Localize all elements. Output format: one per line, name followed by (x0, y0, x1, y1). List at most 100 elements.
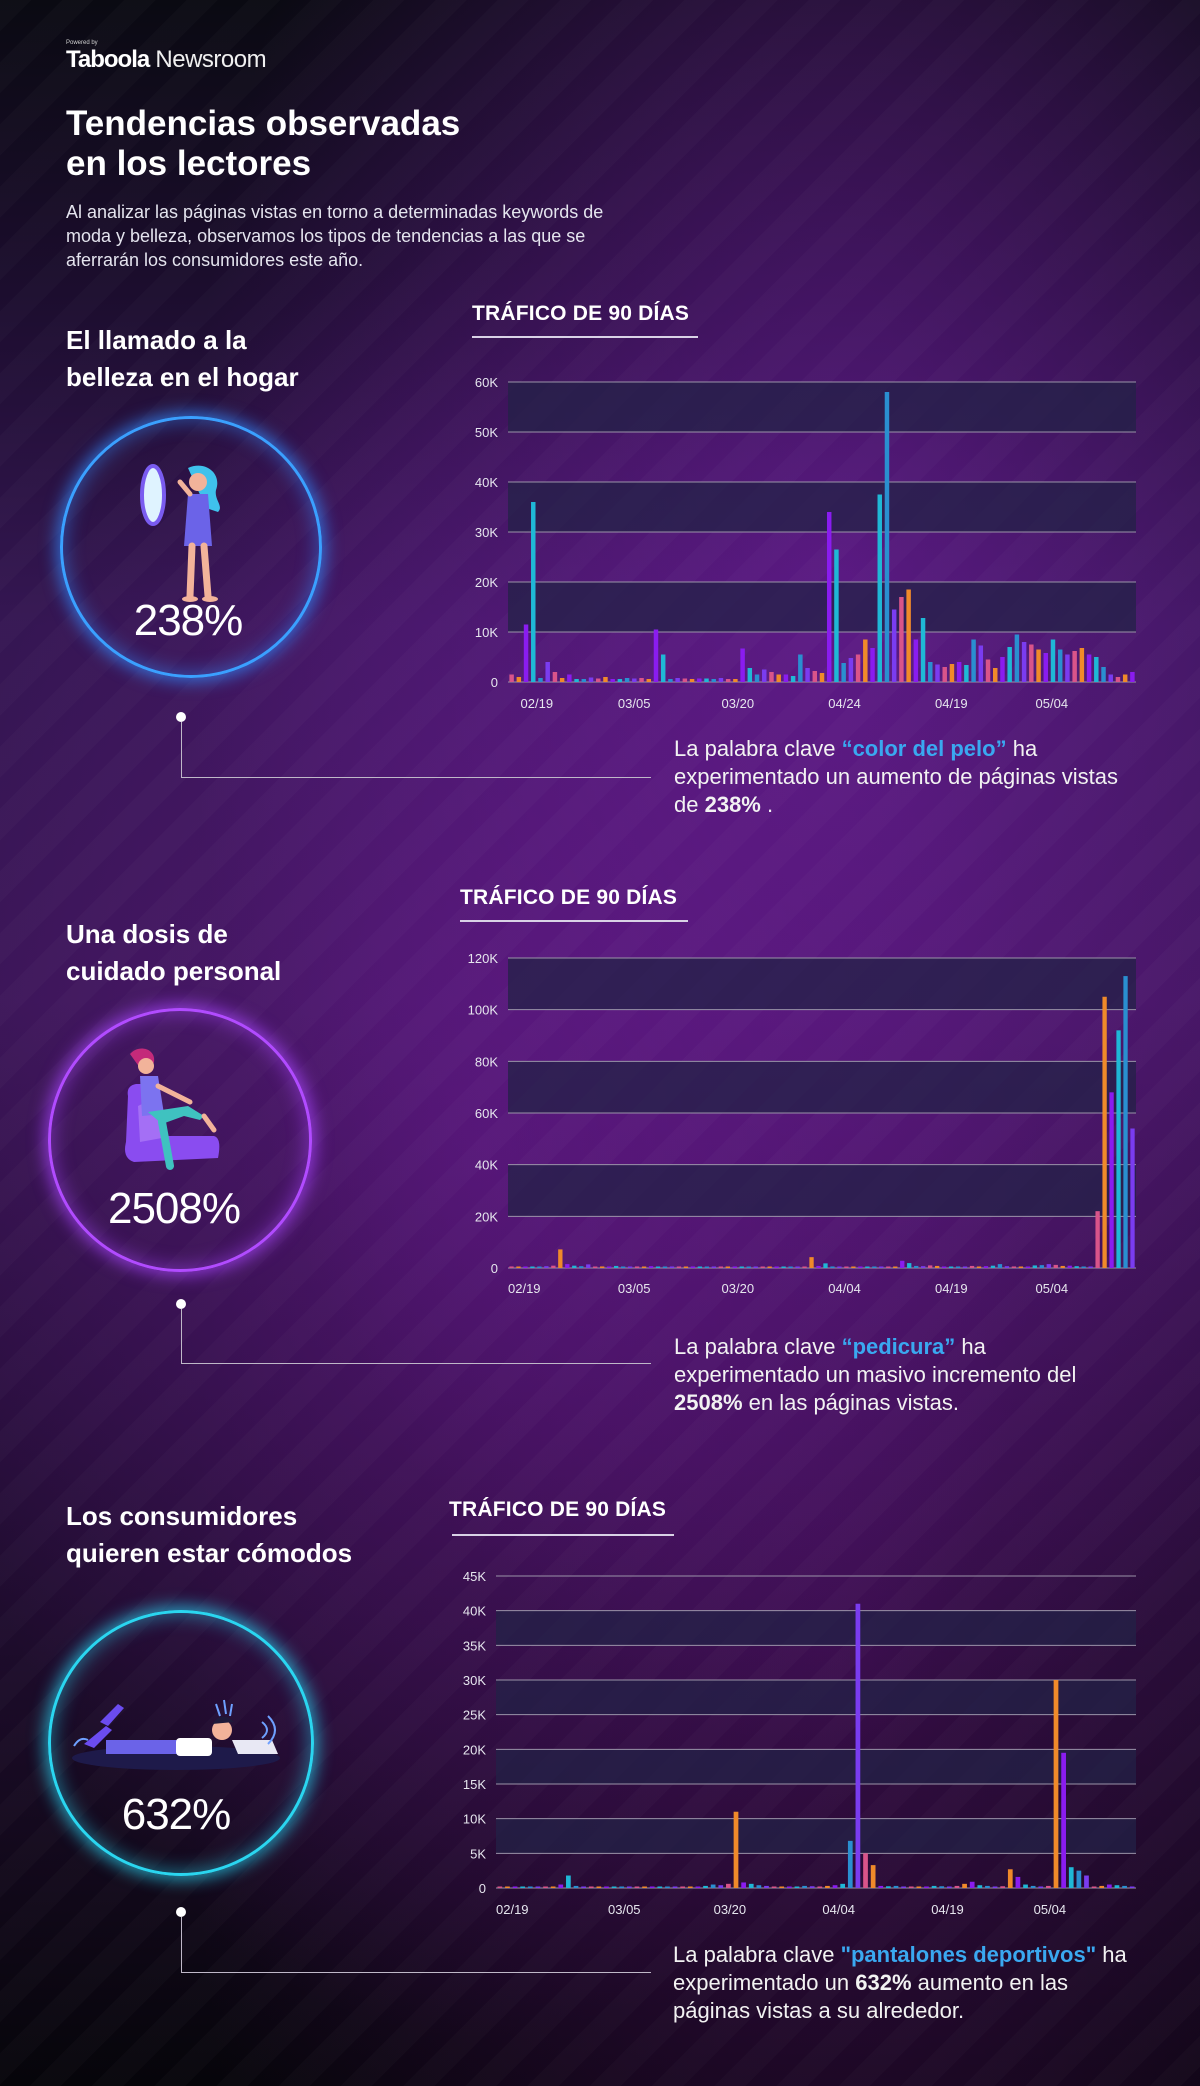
bar (607, 1266, 612, 1268)
section-2-circle (48, 1008, 312, 1272)
x-tick-label: 03/20 (714, 1902, 747, 1917)
bar (662, 1266, 668, 1268)
bar (976, 1266, 982, 1268)
bar (639, 678, 644, 682)
bar (879, 1266, 884, 1268)
bar (626, 1886, 632, 1888)
bar (620, 1266, 626, 1268)
x-tick-label: 03/20 (722, 1281, 755, 1296)
bar (497, 1886, 503, 1888)
section-3-connector-horizontal (181, 1972, 651, 1973)
y-tick-label: 20K (475, 1209, 498, 1224)
bar (1065, 654, 1070, 682)
section-3-desc-middle: ha experimentado un (673, 1942, 1127, 1995)
bar (1068, 1867, 1074, 1888)
y-tick-label: 35K (463, 1638, 486, 1653)
section-3-bar-chart: 0 5K 10K 15K 20K 25K 30K 35K 40K 45K 02/19 03/05 03/… (463, 1569, 1136, 1917)
bar (870, 648, 875, 682)
bar (566, 1875, 571, 1888)
bar (1130, 672, 1135, 682)
bar (985, 1885, 990, 1888)
bar (1081, 1266, 1086, 1268)
x-tick-label: 03/05 (608, 1902, 641, 1917)
bar (798, 654, 803, 682)
bar (552, 672, 558, 682)
bar (747, 668, 753, 682)
bar (1023, 1884, 1028, 1888)
bar (971, 639, 976, 682)
bar (595, 678, 601, 682)
bar (649, 1886, 655, 1888)
bar (704, 1266, 710, 1268)
bar (1018, 1266, 1024, 1268)
bar (565, 1264, 570, 1268)
bar (969, 1881, 975, 1888)
section-1-bar-chart: 0 10K 20K 30K 40K 50K 60K 02/19 03/05 03/20 04/24 0… (475, 375, 1136, 711)
bar (725, 1266, 730, 1268)
y-tick-label: 0 (479, 1881, 486, 1896)
bar (726, 1883, 731, 1888)
bar (1106, 1884, 1112, 1888)
section-2-description: La palabra clave “pedicura” ha experimen… (674, 1333, 1114, 1417)
bar (567, 674, 572, 682)
bar (732, 1266, 737, 1268)
section-1-title-line2: belleza en el hogar (66, 362, 299, 392)
bar (964, 665, 969, 682)
bar (781, 1266, 786, 1268)
section-3-chart-heading: TRÁFICO DE 90 DÍAS (449, 1498, 667, 1521)
bar (1021, 642, 1027, 682)
section-1-connector-dot (176, 712, 186, 722)
bar (530, 1266, 535, 1268)
page-title: Tendencias observadas en los lectores (66, 104, 506, 184)
bar (725, 679, 731, 682)
bar (1038, 1886, 1044, 1888)
bar (1011, 1266, 1017, 1268)
bar (689, 679, 695, 682)
bar (877, 494, 882, 682)
section-3-connector-vertical (181, 1917, 182, 1972)
bar (1046, 1264, 1051, 1268)
bar (1108, 674, 1113, 682)
y-tick-label: 60K (475, 1106, 498, 1121)
bar (603, 677, 608, 682)
section-2-chart-heading-underline (460, 920, 688, 922)
bar (847, 1840, 853, 1888)
bar (1109, 1092, 1114, 1268)
bar (886, 1266, 891, 1268)
y-tick-label: 0 (491, 1261, 498, 1276)
bar (558, 1884, 564, 1888)
bar (962, 1883, 967, 1888)
section-2-connector-horizontal (181, 1363, 651, 1364)
y-tick-label: 20K (475, 575, 498, 590)
bar (1061, 1752, 1066, 1888)
bar (703, 1885, 708, 1888)
section-2-desc-bold: 2508% (674, 1390, 743, 1415)
bar (920, 618, 926, 682)
y-tick-label: 80K (475, 1054, 498, 1069)
section-3-keyword: "pantalones deportivos" (840, 1942, 1097, 1967)
bar (1030, 1885, 1036, 1888)
bar (531, 502, 536, 682)
y-tick-label: 10K (463, 1812, 486, 1827)
bar (830, 1266, 835, 1268)
bar (901, 1886, 906, 1888)
bar (872, 1266, 877, 1268)
bar (668, 679, 673, 682)
bar (586, 1264, 591, 1268)
y-tick-label: 40K (475, 1158, 498, 1173)
bar (848, 658, 854, 682)
bar (993, 668, 998, 682)
bar (740, 648, 745, 682)
bar (545, 662, 550, 682)
bar (543, 1886, 548, 1888)
bar (870, 1865, 876, 1888)
bar (509, 1266, 514, 1268)
bar (672, 1886, 678, 1888)
bar (954, 1885, 960, 1888)
x-tick-label: 03/05 (618, 696, 651, 711)
bar (809, 1886, 815, 1888)
section-3-percent: 632% (121, 1790, 232, 1839)
plot-band (508, 1061, 1136, 1113)
person-laptop-icon (72, 1699, 280, 1770)
bar (632, 678, 637, 682)
